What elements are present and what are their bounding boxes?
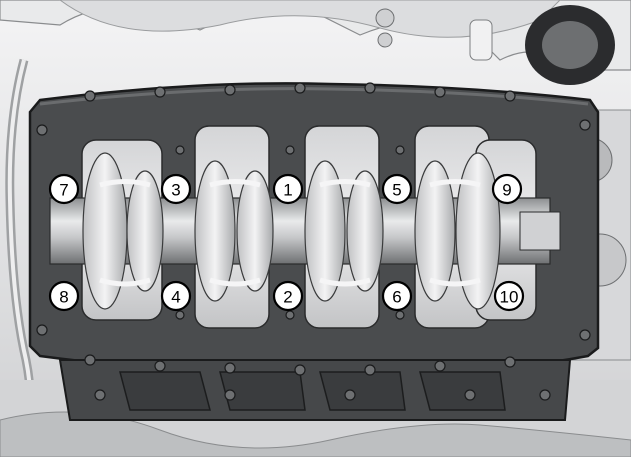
callout-label: 4 [171,288,180,307]
callout-label: 6 [392,288,401,307]
callout-label: 2 [283,288,292,307]
callout-label: 9 [502,181,511,200]
callout-label: 5 [392,181,401,200]
callout-bolt-4: 4 [160,280,192,312]
callout-label: 8 [59,288,68,307]
callout-label: 1 [283,181,292,200]
callout-bolt-9: 9 [491,173,523,205]
callout-bolt-8: 8 [48,280,80,312]
callout-bolt-10: 10 [493,280,525,312]
callout-bolt-5: 5 [381,173,413,205]
callout-label: 7 [59,181,68,200]
callout-bolt-6: 6 [381,280,413,312]
callout-label: 10 [500,288,519,307]
callout-bolt-3: 3 [160,173,192,205]
callout-bolt-2: 2 [272,280,304,312]
callout-bolt-1: 1 [272,173,304,205]
crankshaft [49,152,561,310]
callout-label: 3 [171,181,180,200]
callout-bolt-7: 7 [48,173,80,205]
perimeter-bolts [36,82,591,401]
